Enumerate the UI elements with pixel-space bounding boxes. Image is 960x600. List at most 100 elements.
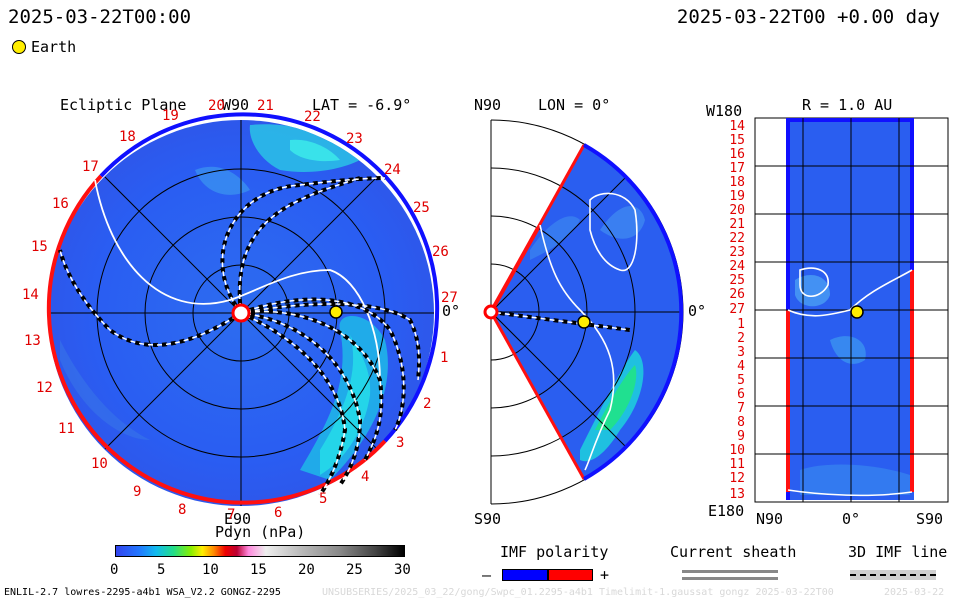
current-sheath-line-1 — [682, 570, 778, 573]
svg-text:8: 8 — [178, 502, 186, 518]
timestamp-left: 2025-03-22T00:00 — [8, 6, 192, 28]
radial-current-sheath — [787, 269, 913, 317]
svg-text:22: 22 — [304, 109, 321, 125]
radial-top-label: W180 — [706, 102, 743, 120]
svg-text:17: 17 — [729, 161, 745, 176]
svg-text:19: 19 — [729, 189, 745, 204]
colorbar-title: Pdyn (nPa) — [215, 523, 306, 541]
radial-x-label-s90: S90 — [916, 510, 944, 528]
colorbar-tick-25: 25 — [346, 562, 363, 578]
svg-text:11: 11 — [729, 457, 745, 472]
imf-line-sample — [850, 574, 936, 576]
svg-text:25: 25 — [729, 273, 745, 288]
svg-text:3: 3 — [737, 345, 745, 360]
meridional-bottom-label: S90 — [474, 510, 502, 528]
ecliptic-bottom-label: E90 — [224, 510, 252, 528]
svg-text:4: 4 — [361, 469, 369, 485]
svg-text:19: 19 — [162, 108, 179, 124]
meridional-current-sheath — [539, 224, 615, 471]
svg-text:1: 1 — [440, 350, 448, 366]
meridional-top-label: N90 — [474, 96, 502, 114]
ecliptic-right-label: 0° — [442, 302, 461, 320]
ecliptic-top-label: W90 — [222, 96, 250, 114]
svg-text:23: 23 — [346, 131, 363, 147]
ecliptic-title: Ecliptic Plane — [60, 96, 187, 114]
footer-date: 2025-03-22 — [884, 587, 945, 598]
radial-bottom-label: E180 — [708, 502, 745, 520]
radial-map-plot: 14 15 16 17 18 19 20 21 22 23 24 25 26 2… — [729, 117, 949, 503]
svg-text:18: 18 — [119, 129, 136, 145]
svg-text:22: 22 — [729, 231, 745, 246]
run-id: UNSUBSERIES/2025_03_22/gong/Swpc_01.2295… — [322, 587, 834, 598]
svg-text:21: 21 — [729, 217, 745, 232]
svg-text:21: 21 — [257, 98, 274, 114]
svg-text:2: 2 — [423, 396, 431, 412]
svg-text:25: 25 — [413, 200, 430, 216]
ecliptic-lat-label: LAT = -6.9° — [312, 96, 412, 114]
svg-text:24: 24 — [729, 259, 745, 274]
imf-polarity-negative-swatch — [502, 569, 548, 581]
sun-icon — [231, 303, 251, 323]
svg-text:7: 7 — [737, 401, 745, 416]
svg-text:17: 17 — [82, 159, 99, 175]
radial-x-label-0: 0° — [842, 510, 861, 528]
meridional-title: LON = 0° — [538, 96, 611, 114]
radial-x-label-n90: N90 — [756, 510, 784, 528]
svg-text:12: 12 — [36, 380, 53, 396]
svg-text:9: 9 — [737, 429, 745, 444]
earth-legend-label: Earth — [31, 38, 77, 56]
svg-text:11: 11 — [58, 421, 75, 437]
svg-text:10: 10 — [91, 456, 108, 472]
earth-marker-radial — [850, 305, 864, 319]
meridional-right-label: 0° — [688, 302, 707, 320]
svg-text:13: 13 — [24, 333, 41, 349]
svg-text:18: 18 — [729, 175, 745, 190]
model-info: ENLIL-2.7 lowres-2295-a4b1 WSA_V2.2 GONG… — [4, 587, 281, 598]
radial-title: R = 1.0 AU — [802, 96, 893, 114]
svg-text:7: 7 — [227, 507, 235, 523]
earth-marker-ecliptic — [329, 305, 343, 319]
svg-text:3: 3 — [396, 435, 404, 451]
svg-text:13: 13 — [729, 487, 745, 502]
earth-marker-meridional — [577, 315, 591, 329]
svg-text:8: 8 — [737, 415, 745, 430]
svg-text:6: 6 — [274, 505, 282, 521]
svg-text:2: 2 — [737, 331, 745, 346]
svg-text:16: 16 — [52, 196, 69, 212]
svg-text:5: 5 — [319, 491, 327, 507]
svg-text:15: 15 — [729, 133, 745, 148]
svg-text:15: 15 — [31, 239, 48, 255]
colorbar-tick-5: 5 — [157, 562, 166, 578]
svg-text:20: 20 — [208, 98, 225, 114]
current-sheath-line-2 — [682, 577, 778, 580]
svg-text:5: 5 — [737, 373, 745, 388]
ecliptic-boundary-negative — [99, 112, 440, 443]
colorbar-tick-0: 0 — [110, 562, 119, 578]
imf-polarity-minus: – — [482, 566, 492, 584]
ecliptic-boundary-positive — [46, 174, 387, 505]
svg-text:24: 24 — [384, 162, 401, 178]
svg-text:1: 1 — [737, 317, 745, 332]
svg-text:16: 16 — [729, 147, 745, 162]
colorbar-gradient — [115, 545, 405, 557]
sun-icon-meridional — [483, 304, 499, 320]
svg-text:6: 6 — [737, 387, 745, 402]
colorbar-tick-20: 20 — [298, 562, 315, 578]
svg-text:4: 4 — [737, 359, 745, 374]
svg-text:20: 20 — [729, 203, 745, 218]
svg-text:27: 27 — [441, 290, 458, 306]
svg-text:9: 9 — [133, 484, 141, 500]
svg-text:27: 27 — [729, 302, 745, 317]
ecliptic-rotation-labels: 1 2 3 4 5 6 7 8 9 10 11 12 13 14 15 16 1… — [22, 98, 458, 523]
svg-text:26: 26 — [729, 287, 745, 302]
ecliptic-density-features — [60, 124, 388, 480]
svg-text:14: 14 — [729, 119, 745, 134]
colorbar-tick-30: 30 — [394, 562, 411, 578]
imf-polarity-positive-swatch — [548, 569, 593, 581]
svg-text:14: 14 — [22, 287, 39, 303]
svg-text:26: 26 — [432, 244, 449, 260]
imf-polarity-plus: + — [600, 566, 610, 584]
current-sheath-title: Current sheath — [670, 543, 797, 561]
imf-polarity-title: IMF polarity — [500, 543, 609, 561]
